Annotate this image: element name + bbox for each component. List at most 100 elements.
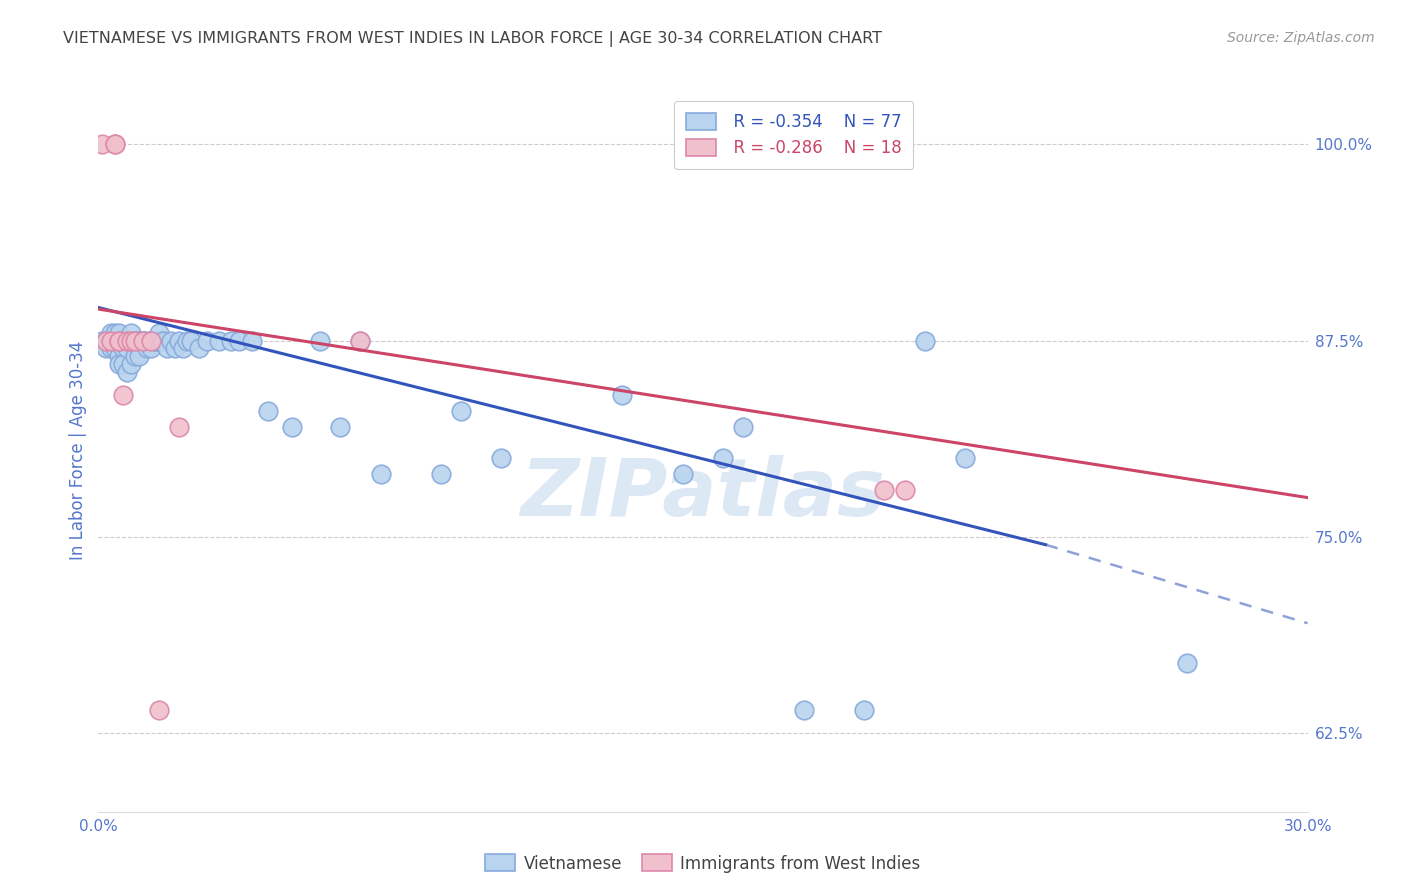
- Point: [180, 334, 202, 348]
- Point: [91, 137, 114, 152]
- Point: [612, 388, 634, 402]
- Text: ZIPatlas: ZIPatlas: [520, 455, 886, 533]
- Point: [163, 342, 186, 356]
- Point: [100, 334, 122, 348]
- Point: [111, 342, 134, 356]
- Point: [103, 334, 125, 348]
- Point: [143, 334, 166, 348]
- Point: [167, 334, 190, 348]
- Point: [152, 334, 174, 348]
- Point: [733, 420, 755, 434]
- Point: [107, 349, 129, 363]
- Point: [914, 334, 936, 348]
- Point: [208, 334, 231, 348]
- Point: [188, 342, 211, 356]
- Point: [139, 334, 162, 348]
- Point: [96, 342, 118, 356]
- Point: [120, 334, 142, 348]
- Point: [120, 334, 142, 348]
- Point: [107, 334, 129, 348]
- Point: [128, 349, 150, 363]
- Point: [430, 467, 453, 481]
- Point: [349, 334, 371, 348]
- Point: [195, 334, 218, 348]
- Point: [124, 334, 146, 348]
- Point: [107, 334, 129, 348]
- Point: [111, 334, 134, 348]
- Point: [228, 334, 250, 348]
- Point: [160, 334, 183, 348]
- Point: [96, 334, 118, 348]
- Text: Source: ZipAtlas.com: Source: ZipAtlas.com: [1227, 31, 1375, 45]
- Point: [103, 326, 125, 340]
- Legend:   R = -0.354    N = 77,   R = -0.286    N = 18: R = -0.354 N = 77, R = -0.286 N = 18: [675, 101, 912, 169]
- Point: [115, 334, 138, 348]
- Point: [148, 326, 170, 340]
- Point: [873, 483, 896, 497]
- Point: [152, 334, 174, 348]
- Point: [103, 137, 125, 152]
- Point: [124, 334, 146, 348]
- Point: [148, 334, 170, 348]
- Point: [329, 420, 352, 434]
- Point: [1175, 656, 1198, 670]
- Point: [128, 334, 150, 348]
- Point: [103, 334, 125, 348]
- Point: [132, 334, 155, 348]
- Point: [115, 334, 138, 348]
- Point: [111, 388, 134, 402]
- Point: [139, 342, 162, 356]
- Point: [711, 451, 734, 466]
- Point: [156, 342, 179, 356]
- Point: [491, 451, 513, 466]
- Point: [107, 326, 129, 340]
- Point: [256, 404, 278, 418]
- Point: [91, 334, 114, 348]
- Point: [115, 342, 138, 356]
- Point: [111, 334, 134, 348]
- Point: [450, 404, 472, 418]
- Point: [111, 357, 134, 371]
- Legend: Vietnamese, Immigrants from West Indies: Vietnamese, Immigrants from West Indies: [478, 847, 928, 880]
- Point: [139, 334, 162, 348]
- Point: [893, 483, 915, 497]
- Point: [128, 342, 150, 356]
- Point: [128, 334, 150, 348]
- Point: [124, 334, 146, 348]
- Point: [281, 420, 304, 434]
- Text: VIETNAMESE VS IMMIGRANTS FROM WEST INDIES IN LABOR FORCE | AGE 30-34 CORRELATION: VIETNAMESE VS IMMIGRANTS FROM WEST INDIE…: [63, 31, 883, 47]
- Point: [120, 326, 142, 340]
- Y-axis label: In Labor Force | Age 30-34: In Labor Force | Age 30-34: [69, 341, 87, 560]
- Point: [370, 467, 392, 481]
- Point: [103, 342, 125, 356]
- Point: [853, 703, 876, 717]
- Point: [672, 467, 695, 481]
- Point: [107, 357, 129, 371]
- Point: [124, 349, 146, 363]
- Point: [100, 326, 122, 340]
- Point: [240, 334, 263, 348]
- Point: [143, 334, 166, 348]
- Point: [221, 334, 243, 348]
- Point: [100, 342, 122, 356]
- Point: [96, 334, 118, 348]
- Point: [100, 334, 122, 348]
- Point: [135, 342, 157, 356]
- Point: [172, 342, 194, 356]
- Point: [132, 334, 155, 348]
- Point: [107, 334, 129, 348]
- Point: [115, 365, 138, 379]
- Point: [349, 334, 371, 348]
- Point: [103, 137, 125, 152]
- Point: [148, 703, 170, 717]
- Point: [100, 334, 122, 348]
- Point: [132, 334, 155, 348]
- Point: [135, 334, 157, 348]
- Point: [176, 334, 198, 348]
- Point: [120, 334, 142, 348]
- Point: [167, 420, 190, 434]
- Point: [953, 451, 976, 466]
- Point: [309, 334, 332, 348]
- Point: [120, 357, 142, 371]
- Point: [793, 703, 815, 717]
